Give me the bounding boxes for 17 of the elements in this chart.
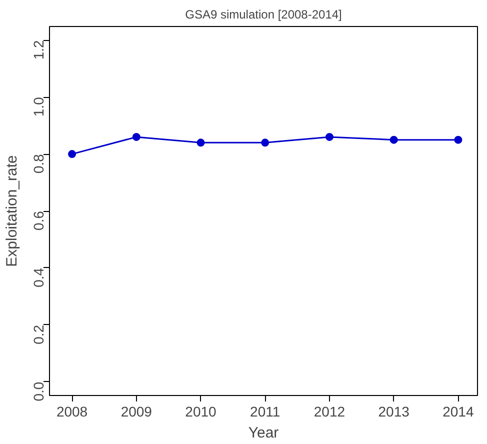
x-tick-label: 2008 bbox=[56, 404, 88, 420]
y-axis-title: Exploitation_rate bbox=[4, 155, 20, 267]
y-tick-label: 0.4 bbox=[30, 268, 46, 288]
y-tick-label: 1.0 bbox=[30, 96, 46, 117]
x-tick-label: 2014 bbox=[442, 404, 474, 420]
y-tick-label: 0.2 bbox=[30, 324, 46, 344]
y-tick-label: 0.0 bbox=[30, 382, 46, 402]
x-tick-label: 2013 bbox=[378, 404, 410, 420]
y-tick-label: 1.2 bbox=[30, 40, 46, 60]
chart-title: GSA9 simulation [2008-2014] bbox=[185, 8, 342, 22]
y-tick-label: 0.8 bbox=[30, 154, 46, 174]
x-axis-title: Year bbox=[248, 424, 279, 442]
x-tick-label: 2012 bbox=[314, 404, 346, 420]
x-tick-label: 2011 bbox=[250, 404, 280, 420]
y-tick-label: 0.6 bbox=[30, 210, 46, 230]
x-tick-label: 2009 bbox=[120, 404, 152, 420]
x-tick-label: 2010 bbox=[185, 404, 217, 420]
